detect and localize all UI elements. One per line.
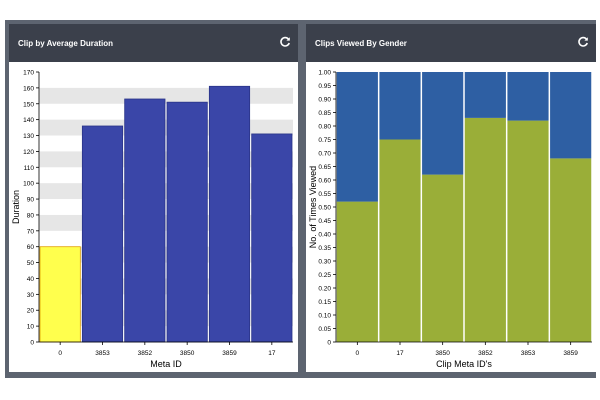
- y-tick-label: 130: [23, 133, 34, 140]
- refresh-icon[interactable]: [279, 36, 291, 48]
- stacked-bar-segment: [422, 72, 464, 175]
- y-tick-label: 60: [27, 244, 35, 251]
- x-tick-label: 3852: [478, 350, 493, 357]
- stacked-bar-segment: [336, 201, 378, 342]
- y-tick-label: 1.00: [318, 70, 331, 77]
- y-tick-label: 0.85: [318, 110, 331, 117]
- x-axis-label: Meta ID: [150, 359, 182, 369]
- stacked-bar-segment: [507, 72, 549, 121]
- y-axis-label: Duration: [11, 190, 21, 224]
- y-tick-label: 0.55: [318, 191, 331, 198]
- x-axis-label: Clip Meta ID's: [436, 359, 492, 369]
- y-tick-label: 0.30: [318, 259, 331, 266]
- y-tick-label: 10: [27, 324, 35, 331]
- clips-by-gender-panel: Clips Viewed By Gender 0 0.05 0.10 0.15 0.20…: [306, 24, 596, 372]
- stacked-bar-segment: [422, 174, 464, 342]
- gender-stacked-chart: 0 0.05 0.10 0.15 0.20 0.25 0.30 0.35 0.40 0.45 0.5…: [308, 70, 592, 369]
- y-axis-label: No. of Times Viewed: [308, 166, 318, 248]
- stacked-bar-segment: [550, 72, 592, 159]
- stacked-bar-segment: [336, 72, 378, 202]
- y-tick-label: 80: [27, 212, 35, 219]
- panel-header: Clips Viewed By Gender: [306, 24, 596, 62]
- y-tick-label: 100: [23, 181, 34, 188]
- x-tick-label: 3850: [435, 350, 450, 357]
- y-tick-label: 0.70: [318, 151, 331, 158]
- y-tick-label: 0.40: [318, 232, 331, 239]
- y-tick-label: 0.90: [318, 97, 331, 104]
- y-tick-label: 0.35: [318, 245, 331, 252]
- y-tick-label: 140: [23, 117, 34, 124]
- y-tick-label: 120: [23, 149, 34, 156]
- bar: [166, 101, 208, 343]
- x-tick-label: 3850: [180, 350, 195, 357]
- stacked-bar-segment: [464, 72, 506, 118]
- clip-by-duration-panel: Clip by Average Duration 0 10 20 30 40 50 60 70…: [9, 24, 298, 372]
- x-tick-label: 3853: [95, 350, 110, 357]
- x-tick-label: 0: [58, 350, 62, 357]
- y-tick-label: 0.15: [318, 299, 331, 306]
- refresh-icon[interactable]: [577, 36, 589, 48]
- stacked-bar-segment: [507, 120, 549, 342]
- y-tick-label: 50: [27, 260, 35, 267]
- y-tick-label: 70: [27, 228, 35, 235]
- y-tick-label: 0.45: [318, 218, 331, 225]
- bar: [81, 125, 124, 343]
- x-tick-label: 17: [396, 350, 404, 357]
- y-tick-label: 90: [27, 197, 35, 204]
- y-tick-label: 0: [327, 340, 331, 347]
- y-tick-label: 150: [23, 101, 34, 108]
- stacked-bar-segment: [464, 117, 506, 343]
- y-tick-label: 0: [30, 340, 34, 347]
- bar: [208, 85, 251, 343]
- y-tick-label: 0.05: [318, 326, 331, 333]
- stacked-bar-segment: [550, 158, 592, 342]
- y-tick-label: 0.20: [318, 286, 331, 293]
- x-tick-label: 0: [356, 350, 360, 357]
- bar: [39, 246, 81, 343]
- y-tick-label: 0.65: [318, 164, 331, 171]
- y-tick-label: 20: [27, 308, 35, 315]
- y-tick-label: 0.10: [318, 313, 331, 320]
- grid-band: [39, 119, 293, 136]
- y-tick-label: 170: [23, 70, 34, 77]
- y-tick-label: 110: [24, 165, 35, 172]
- panel-header: Clip by Average Duration: [9, 24, 298, 62]
- stacked-bar-segment: [379, 139, 421, 342]
- y-tick-label: 0.50: [318, 205, 331, 212]
- x-tick-label: 3859: [222, 350, 237, 357]
- x-tick-label: 17: [268, 350, 276, 357]
- bar: [124, 98, 166, 343]
- y-tick-label: 30: [27, 292, 35, 299]
- duration-bar-chart: 0 10 20 30 40 50 60 70 80 90 100 110 120 130 140 150 160…: [11, 70, 293, 369]
- stacked-bar-segment: [379, 72, 421, 140]
- y-tick-label: 0.80: [318, 124, 331, 131]
- x-tick-label: 3853: [521, 350, 536, 357]
- y-tick-label: 0.95: [318, 83, 331, 90]
- panel-title: Clips Viewed By Gender: [315, 39, 407, 48]
- grid-band: [39, 87, 293, 104]
- y-tick-label: 0.60: [318, 178, 331, 185]
- y-tick-label: 0.75: [318, 137, 331, 144]
- y-tick-label: 160: [23, 85, 34, 92]
- y-tick-label: 40: [27, 276, 35, 283]
- panel-title: Clip by Average Duration: [18, 39, 113, 48]
- bar: [251, 133, 293, 343]
- y-tick-label: 0.25: [318, 272, 331, 279]
- x-tick-label: 3852: [138, 350, 153, 357]
- x-tick-label: 3859: [563, 350, 578, 357]
